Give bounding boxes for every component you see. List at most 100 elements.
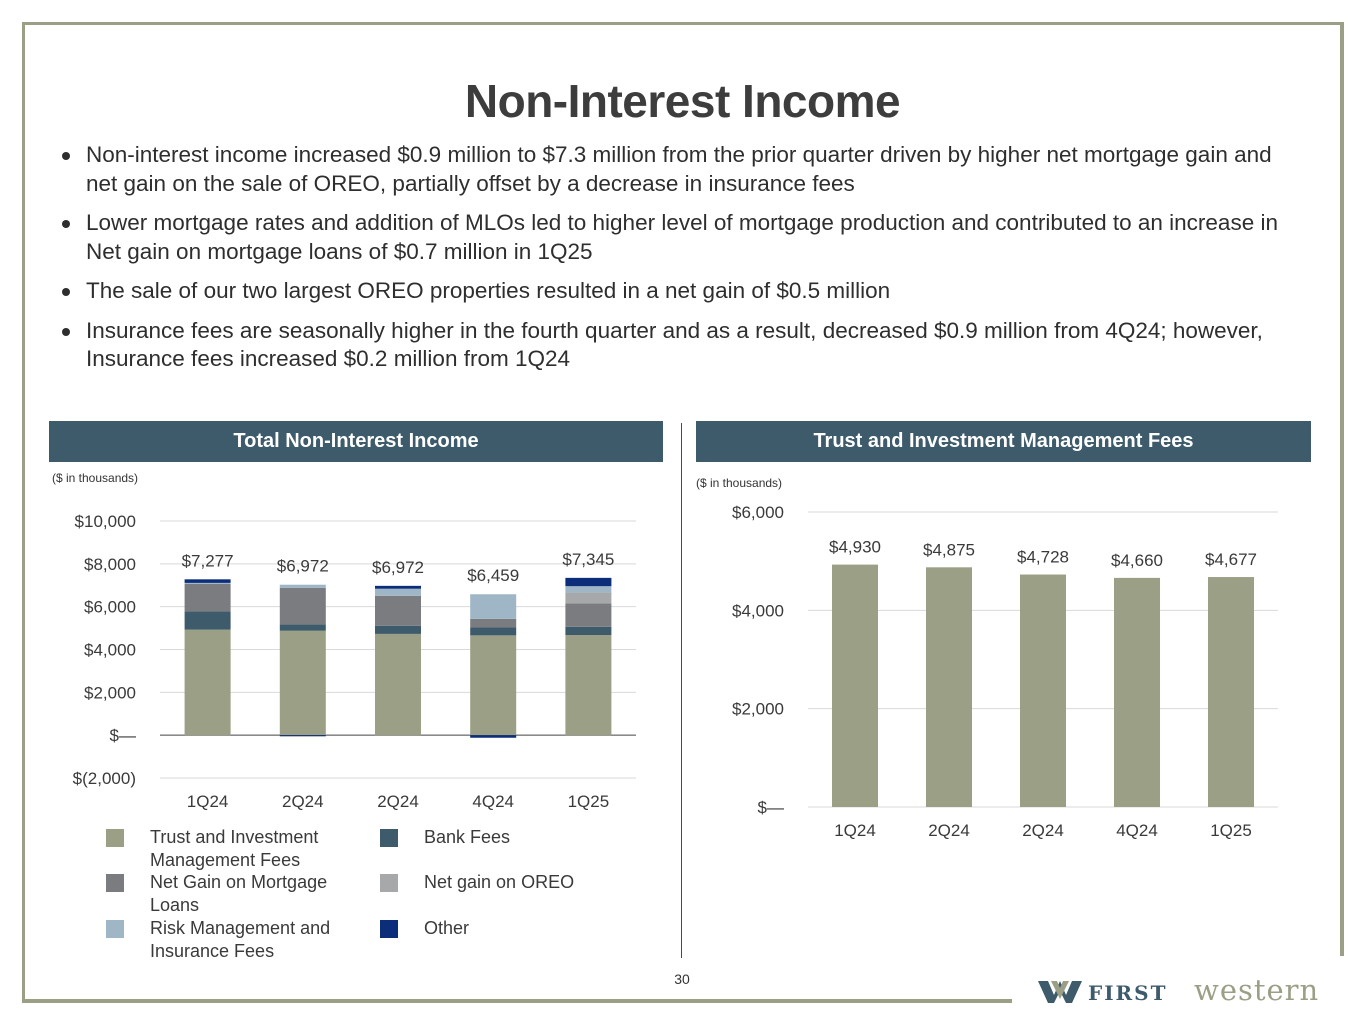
x-tick-label: 1Q25 — [568, 792, 610, 811]
legend-label: Bank Fees — [424, 827, 511, 847]
logo-mark-icon — [1038, 981, 1082, 1003]
x-tick-label: 1Q25 — [1210, 821, 1252, 840]
y-tick-label: $2,000 — [732, 700, 784, 719]
bar-total-label: $6,972 — [277, 557, 329, 576]
y-tick-label: $6,000 — [732, 503, 784, 522]
bar-segment — [184, 629, 231, 736]
bar-segment — [565, 635, 612, 736]
bar-segment — [184, 611, 231, 630]
bar-segment — [279, 584, 326, 588]
bar — [1114, 577, 1160, 807]
legend-label: Trust and Investment Management Fees — [150, 827, 319, 870]
bar — [1208, 577, 1254, 807]
legend-label: Net Gain on Mortgage Loans — [150, 872, 328, 915]
legend-swatch — [106, 920, 124, 938]
bar-segment — [375, 585, 421, 589]
frame-right-border — [1340, 22, 1344, 956]
bar-segment — [279, 630, 326, 736]
bar-segment — [279, 735, 326, 737]
bar-total-label: $7,345 — [562, 550, 614, 569]
x-tick-label: 4Q24 — [472, 792, 514, 811]
bar-segment — [565, 577, 612, 587]
bullet-text: The sale of our two largest OREO propert… — [86, 278, 891, 303]
bullet-text: Non-interest income increased $0.9 milli… — [86, 142, 1272, 196]
bar-segment — [470, 735, 517, 738]
bar-segment — [184, 583, 231, 612]
left-panel-header: Total Non-Interest Income — [49, 421, 663, 462]
right-panel-header: Trust and Investment Management Fees — [696, 421, 1311, 462]
x-tick-label: 2Q24 — [928, 821, 970, 840]
bar-segment — [565, 586, 612, 593]
bar-segment — [279, 587, 326, 625]
bar-segment — [184, 582, 231, 584]
legend-swatch — [106, 829, 124, 847]
bar-segment — [375, 588, 421, 596]
bullet-dot-icon — [62, 327, 70, 336]
x-tick-label: 1Q24 — [834, 821, 876, 840]
bullet-text: Insurance fees are seasonally higher in … — [86, 317, 1263, 372]
bar-segment — [470, 627, 517, 636]
bar-segment — [375, 595, 421, 626]
legend-label: Net gain on OREO — [424, 872, 575, 892]
bar-segment — [565, 592, 612, 604]
bar-segment — [279, 624, 326, 631]
legend-label: Risk Management and Insurance Fees — [150, 918, 331, 961]
x-tick-label: 2Q24 — [282, 792, 324, 811]
bar — [832, 564, 878, 807]
y-tick-label: $4,000 — [84, 641, 136, 660]
bullet-item: Lower mortgage rates and addition of MLO… — [60, 209, 1290, 266]
legend-swatch — [380, 829, 398, 847]
company-logo: FIRST western — [1036, 973, 1346, 1009]
bar-total-label: $6,972 — [372, 558, 424, 577]
bar-segment — [470, 594, 517, 619]
frame-top-border — [22, 22, 1344, 25]
legend-swatch — [380, 920, 398, 938]
bullet-dot-icon — [62, 220, 70, 228]
logo-western-text: western — [1194, 973, 1320, 1007]
bar-total-label: $7,277 — [182, 551, 234, 570]
legend-swatch — [380, 874, 398, 892]
right-unit-note: ($ in thousands) — [696, 476, 783, 490]
x-tick-label: 2Q24 — [377, 792, 419, 811]
bullet-item: Non-interest income increased $0.9 milli… — [60, 141, 1290, 198]
bullet-dot-icon — [62, 288, 70, 296]
y-tick-label: $8,000 — [84, 555, 136, 574]
bar-total-label: $6,459 — [467, 566, 519, 585]
bar — [1020, 574, 1066, 807]
legend-label: Other — [424, 918, 470, 938]
y-tick-label: $4,000 — [732, 601, 784, 620]
left-unit-note: ($ in thousands) — [52, 471, 139, 485]
x-tick-label: 1Q24 — [187, 792, 229, 811]
bar-value-label: $4,875 — [923, 540, 975, 559]
bar-value-label: $4,677 — [1205, 550, 1257, 569]
y-tick-label: $6,000 — [84, 598, 136, 617]
frame-bottom-border — [22, 999, 1012, 1003]
bar-segment — [375, 625, 421, 634]
y-tick-label: $— — [110, 726, 136, 745]
bar-value-label: $4,930 — [829, 538, 881, 557]
y-tick-label: $(2,000) — [73, 769, 136, 788]
bullet-item: The sale of our two largest OREO propert… — [60, 277, 1290, 306]
x-tick-label: 4Q24 — [1116, 821, 1158, 840]
x-tick-label: 2Q24 — [1022, 821, 1064, 840]
bar-value-label: $4,728 — [1017, 548, 1069, 567]
page-title: Non-Interest Income — [464, 75, 901, 127]
bar-segment — [565, 626, 612, 636]
y-tick-label: $2,000 — [84, 683, 136, 702]
bar-segment — [470, 635, 517, 736]
bar-segment — [184, 579, 231, 583]
bar — [926, 567, 972, 807]
bar-segment — [565, 603, 612, 627]
y-tick-label: $10,000 — [75, 512, 136, 531]
bullet-item: Insurance fees are seasonally higher in … — [60, 317, 1290, 374]
legend-swatch — [106, 874, 124, 892]
trust-fees-chart: $— $2,000 $4,000 $6,000 $4,930 1Q24 $4,875 2Q24… — [732, 503, 1278, 840]
bar-segment — [375, 633, 421, 736]
total-non-interest-income-chart: $(2,000) $— $2,000 $4,000 $6,000 $8,000 $10,00… — [73, 512, 636, 811]
bullet-list: Non-interest income increased $0.9 milli… — [60, 141, 1290, 385]
page-number: 30 — [674, 971, 690, 987]
panel-divider — [681, 423, 682, 958]
y-tick-label: $— — [758, 798, 784, 817]
logo-first-text: FIRST — [1088, 981, 1168, 1005]
bar-value-label: $4,660 — [1111, 551, 1163, 570]
